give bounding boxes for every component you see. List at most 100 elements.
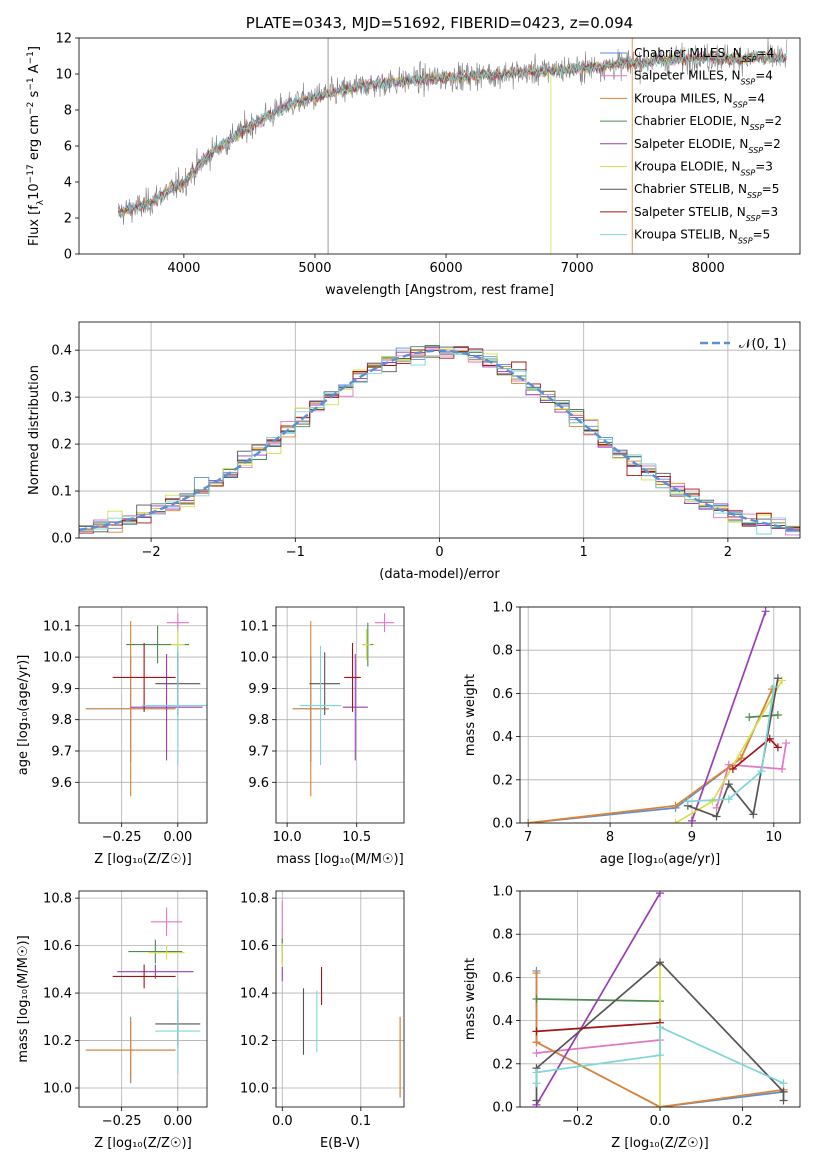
chart-title: PLATE=0343, MJD=51692, FIBERID=0423, z=0… — [246, 14, 633, 32]
errorbar-salpeter_miles — [374, 613, 395, 633]
model-fit-kroupa_stelib — [117, 50, 787, 218]
observed-spectrum — [118, 38, 788, 225]
y-tick-label: 0.6 — [492, 971, 513, 986]
series-kroupa_stelib — [532, 1023, 788, 1088]
y-tick-label: 0.2 — [51, 438, 72, 453]
series-marker — [773, 711, 782, 719]
y-tick-label: 0.2 — [492, 1057, 513, 1072]
series-marker — [687, 816, 696, 823]
series-marker — [532, 1079, 541, 1088]
y-axis-label-part: λ — [36, 199, 46, 205]
x-tick-label: −2 — [142, 545, 161, 560]
legend-label-suffix: =4 — [747, 91, 765, 105]
errorbar-chabrier_elodie — [128, 939, 183, 964]
y-axis-label-part: −17 — [26, 164, 36, 183]
y-tick-label: 9.9 — [51, 682, 72, 697]
y-tick-label: 10.6 — [43, 939, 72, 954]
errorbar-chabrier_stelib — [309, 652, 340, 715]
y-tick-label: 9.7 — [51, 745, 72, 760]
errorbar-kroupa_miles — [85, 621, 176, 797]
x-tick-label: 1 — [580, 545, 588, 560]
axes-frame — [78, 37, 801, 255]
chart-panel-4: 7 8 9 10 0.0 0.2 0.4 0.6 0.8 1.0 age [log₁₀(age/yr… — [463, 601, 801, 867]
x-tick-label: 6000 — [430, 261, 463, 276]
plot-area — [532, 891, 788, 1107]
y-axis-label: mass weight — [463, 958, 478, 1040]
plot-area — [292, 613, 395, 797]
y-tick-label: 10.0 — [43, 651, 72, 666]
axes-frame — [78, 890, 208, 1108]
x-tick-label: 0.0 — [272, 1114, 293, 1129]
plot-area — [85, 613, 207, 797]
errorbar-kroupa_stelib — [299, 646, 342, 766]
y-tick-label: 9.7 — [248, 745, 269, 760]
series-marker — [737, 754, 746, 763]
plot-area — [79, 345, 800, 536]
series-marker — [532, 1049, 541, 1057]
y-axis-label-part: s — [27, 90, 42, 101]
series-marker — [724, 795, 733, 804]
legend-label-prefix: Kroupa STELIB, N — [634, 228, 738, 242]
y-tick-label: 10.1 — [240, 619, 269, 634]
axes-frame — [78, 321, 801, 539]
series-chabrier_stelib — [683, 674, 782, 821]
x-tick-label: −0.2 — [562, 1114, 594, 1129]
series-marker — [769, 682, 778, 691]
y-tick-label: 9.6 — [248, 776, 269, 791]
legend-label-suffix: =3 — [755, 160, 773, 174]
series-marker — [708, 797, 717, 806]
y-tick-label: 10.1 — [43, 619, 72, 634]
y-tick-label: 9.8 — [248, 713, 269, 728]
legend-label-suffix: =5 — [753, 228, 771, 242]
x-axis-label: E(B-V) — [320, 1136, 360, 1151]
errorbar-salpeter_stelib — [112, 964, 176, 989]
y-axis-label: age [log₁₀(age/yr)] — [16, 655, 31, 776]
y-tick-label: 0.0 — [492, 817, 513, 832]
y-axis-label-part: ] — [27, 46, 42, 51]
x-tick-label: −1 — [286, 545, 305, 560]
y-axis-label-part: Flux [f — [27, 205, 42, 246]
y-tick-label: 10.0 — [240, 1082, 269, 1097]
y-axis-label: Normed distribution — [27, 365, 42, 495]
series-marker — [532, 1096, 541, 1105]
y-tick-label: 6 — [64, 140, 72, 155]
plot-area — [85, 907, 201, 1084]
series-marker — [532, 1038, 541, 1047]
series-marker — [749, 810, 758, 819]
legend-label-suffix: =2 — [763, 137, 781, 151]
series-kroupa_stelib — [683, 682, 778, 806]
series-marker — [761, 607, 770, 616]
series-marker — [777, 676, 786, 685]
series-line — [528, 688, 773, 823]
x-axis-label: (data-model)/error — [379, 567, 500, 582]
y-axis-label-part: −1 — [26, 77, 36, 90]
axes-frame — [275, 606, 405, 824]
errorbar-salpeter_elodie — [130, 653, 203, 761]
series-marker — [782, 739, 791, 748]
x-tick-label: 5000 — [298, 261, 331, 276]
series-marker — [671, 801, 680, 810]
legend-label-salpeter_miles: Salpeter MILES, NSSP=4 — [634, 69, 773, 87]
x-tick-label: 9 — [688, 830, 696, 845]
legend-label-chabrier_elodie: Chabrier ELODIE, NSSP=2 — [634, 114, 782, 132]
y-tick-label: 10.8 — [43, 892, 72, 907]
x-tick-label: 4000 — [167, 261, 200, 276]
y-axis-label: mass weight — [463, 674, 478, 756]
x-tick-label: −0.25 — [102, 830, 142, 845]
chart-panel-5: −0.25 0.00 10.0 10.2 10.4 10.6 10.8 Z [log₁₀(Z/… — [16, 890, 208, 1151]
series-marker — [656, 891, 664, 898]
x-tick-label: 7000 — [561, 261, 594, 276]
legend-label-salpeter_elodie: Salpeter ELODIE, NSSP=2 — [634, 137, 781, 155]
y-tick-label: 9.8 — [51, 713, 72, 728]
series-marker — [656, 1023, 664, 1032]
series-line — [536, 1021, 661, 1033]
series-line — [749, 714, 778, 719]
y-tick-label: 10.0 — [240, 651, 269, 666]
y-tick-label: 10 — [55, 68, 72, 83]
legend-label-sub: SSP — [746, 213, 761, 222]
y-tick-label: 0.8 — [492, 644, 513, 659]
y-tick-label: 0.2 — [492, 773, 513, 788]
y-tick-label: 0.6 — [492, 687, 513, 702]
